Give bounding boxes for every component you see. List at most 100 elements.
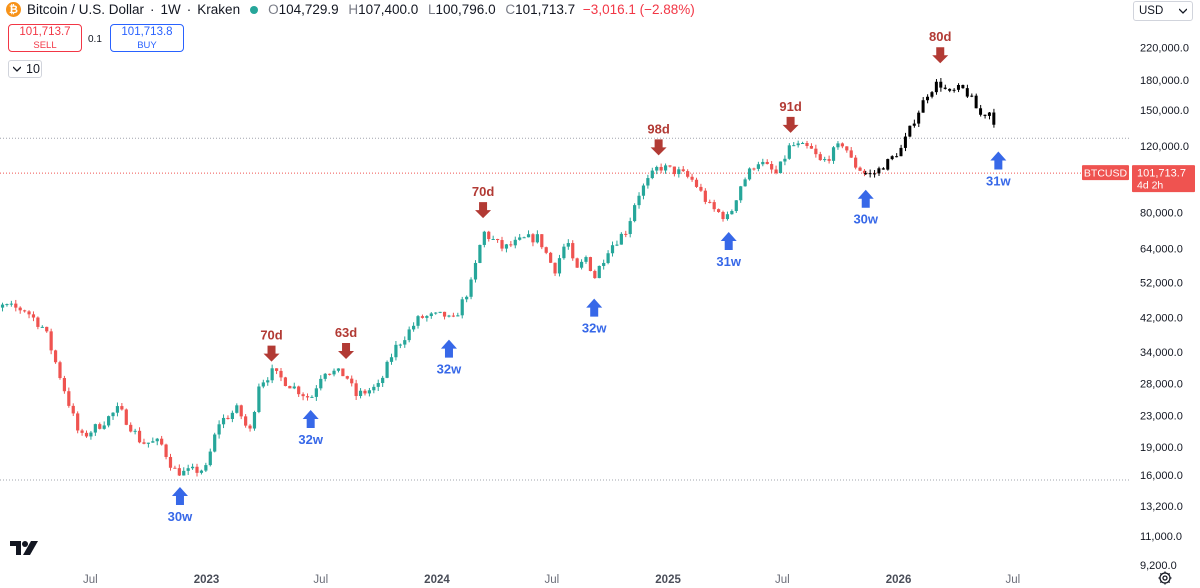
- candle[interactable]: [796, 143, 800, 146]
- candle[interactable]: [84, 432, 89, 437]
- candle[interactable]: [659, 166, 663, 171]
- candle[interactable]: [111, 412, 115, 417]
- projection-candle[interactable]: [864, 173, 868, 175]
- candle[interactable]: [708, 201, 712, 203]
- candle[interactable]: [557, 258, 562, 274]
- candle[interactable]: [646, 178, 650, 186]
- candle[interactable]: [115, 406, 120, 413]
- candle[interactable]: [297, 386, 301, 395]
- candle[interactable]: [27, 311, 31, 315]
- projection-candle[interactable]: [899, 147, 903, 157]
- candle[interactable]: [133, 430, 137, 432]
- candle[interactable]: [756, 164, 760, 169]
- candle[interactable]: [376, 383, 380, 387]
- candle[interactable]: [509, 244, 513, 246]
- candle[interactable]: [482, 231, 486, 245]
- candle[interactable]: [442, 311, 447, 317]
- candle[interactable]: [398, 344, 402, 346]
- candle[interactable]: [814, 148, 818, 155]
- candle[interactable]: [540, 234, 544, 248]
- candle[interactable]: [407, 329, 411, 341]
- candle[interactable]: [619, 233, 623, 245]
- candle[interactable]: [487, 231, 491, 240]
- candle[interactable]: [244, 416, 248, 426]
- candle[interactable]: [199, 470, 204, 473]
- candle[interactable]: [690, 176, 694, 180]
- projection-candle[interactable]: [983, 114, 987, 116]
- candle[interactable]: [204, 465, 208, 471]
- candle[interactable]: [610, 245, 615, 254]
- projection-candle[interactable]: [930, 92, 934, 97]
- candle[interactable]: [124, 409, 128, 425]
- candle[interactable]: [787, 145, 791, 159]
- candle[interactable]: [836, 143, 840, 148]
- candle[interactable]: [845, 146, 849, 151]
- volume-toggle[interactable]: 10: [8, 60, 42, 78]
- candle[interactable]: [146, 442, 150, 444]
- candle[interactable]: [792, 145, 796, 147]
- candle[interactable]: [40, 326, 44, 328]
- candle[interactable]: [363, 390, 367, 394]
- candle[interactable]: [593, 270, 597, 279]
- candle[interactable]: [425, 316, 429, 318]
- candle[interactable]: [862, 170, 867, 174]
- projection-candle[interactable]: [921, 100, 925, 113]
- candle[interactable]: [628, 221, 632, 235]
- candle[interactable]: [456, 315, 460, 317]
- candle[interactable]: [62, 378, 67, 392]
- candle[interactable]: [739, 186, 743, 201]
- candle[interactable]: [168, 456, 173, 468]
- candle[interactable]: [566, 243, 570, 247]
- candle[interactable]: [257, 386, 261, 412]
- candle[interactable]: [717, 209, 721, 213]
- candle[interactable]: [288, 386, 292, 389]
- currency-dropdown[interactable]: USD: [1133, 1, 1193, 21]
- candle[interactable]: [381, 377, 385, 384]
- projection-candle[interactable]: [886, 159, 890, 170]
- candle[interactable]: [341, 368, 345, 377]
- candle[interactable]: [752, 168, 756, 170]
- candle[interactable]: [858, 167, 862, 171]
- candle[interactable]: [624, 233, 628, 235]
- candle[interactable]: [164, 444, 168, 457]
- candle[interactable]: [650, 170, 654, 179]
- projection-candle[interactable]: [987, 112, 991, 116]
- candle[interactable]: [451, 315, 455, 317]
- candle[interactable]: [460, 299, 464, 316]
- candle[interactable]: [389, 357, 394, 362]
- candle[interactable]: [571, 243, 575, 259]
- candle[interactable]: [575, 258, 579, 268]
- candle[interactable]: [579, 261, 584, 268]
- candle[interactable]: [800, 142, 805, 144]
- candle[interactable]: [615, 244, 619, 246]
- projection-candle[interactable]: [992, 112, 996, 125]
- candle[interactable]: [80, 430, 84, 433]
- candle[interactable]: [230, 412, 234, 419]
- candle[interactable]: [535, 234, 539, 243]
- projection-candle[interactable]: [917, 112, 921, 124]
- candle[interactable]: [372, 386, 376, 391]
- candle[interactable]: [725, 214, 730, 220]
- candle[interactable]: [730, 211, 734, 215]
- projection-candle[interactable]: [979, 108, 983, 115]
- candle[interactable]: [761, 161, 765, 165]
- candle[interactable]: [252, 411, 257, 429]
- candle[interactable]: [491, 238, 495, 240]
- candle[interactable]: [774, 169, 778, 174]
- candle[interactable]: [283, 377, 288, 387]
- candle[interactable]: [465, 296, 469, 300]
- candle[interactable]: [385, 361, 389, 378]
- candle[interactable]: [637, 195, 641, 206]
- candle[interactable]: [849, 150, 853, 158]
- interval-label[interactable]: 1W: [160, 2, 181, 17]
- candle[interactable]: [155, 438, 159, 442]
- candle[interactable]: [0, 304, 5, 308]
- candle[interactable]: [89, 432, 93, 437]
- candle[interactable]: [270, 368, 274, 381]
- candle[interactable]: [58, 362, 62, 379]
- candle[interactable]: [120, 406, 124, 410]
- candle[interactable]: [350, 378, 354, 384]
- candle[interactable]: [310, 396, 314, 398]
- candle[interactable]: [36, 317, 40, 327]
